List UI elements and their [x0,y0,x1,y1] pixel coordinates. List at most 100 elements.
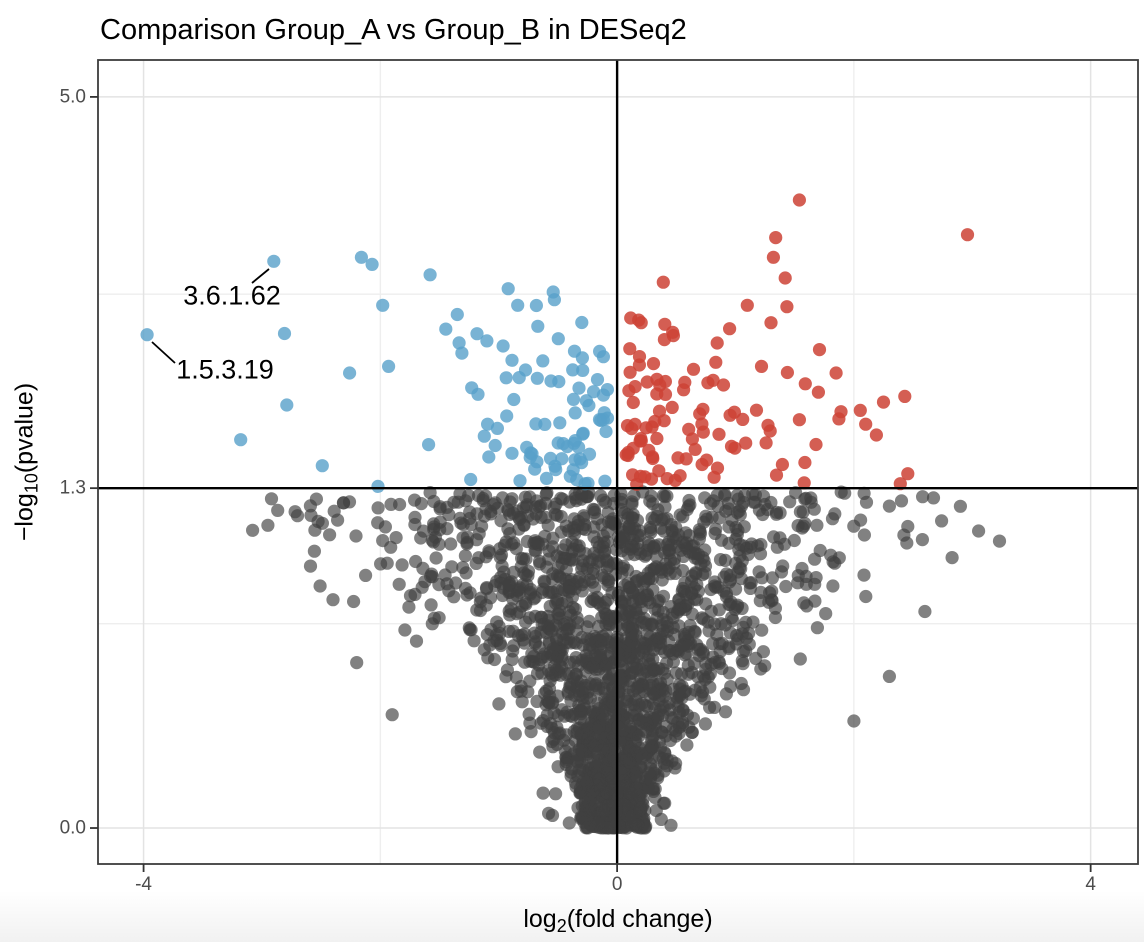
data-point-not-significant [992,534,1007,548]
data-point-not-significant [471,489,486,503]
data-point-significant-up [623,365,637,379]
data-point-not-significant [767,530,781,544]
data-point-not-significant [797,596,811,610]
data-point-not-significant [642,649,656,663]
data-point-significant-up [749,403,764,417]
data-point-significant-up [682,422,696,436]
data-point-not-significant [789,486,803,500]
data-point-significant-down [482,450,496,464]
data-point-significant-up [769,468,784,482]
data-point-not-significant [724,680,738,694]
data-point-significant-down [371,479,385,493]
data-point-not-significant [326,593,340,607]
data-point-not-significant [350,656,364,670]
data-point-not-significant [536,786,550,800]
data-point-not-significant [669,520,683,535]
data-point-not-significant [567,688,582,702]
data-point-not-significant [626,511,640,525]
data-point-not-significant [547,726,561,740]
data-point-significant-up [778,271,792,285]
data-point-not-significant [271,503,285,517]
data-point-significant-down [566,392,581,406]
data-point-not-significant [323,528,337,542]
data-point-not-significant [682,493,696,508]
data-point-not-significant [765,584,779,598]
data-point-not-significant [514,510,528,524]
data-point-not-significant [557,617,571,632]
data-point-not-significant [738,489,752,503]
data-point-not-significant [758,659,772,673]
data-point-not-significant [505,492,519,506]
data-point-significant-up [678,375,692,389]
data-point-not-significant [640,717,654,731]
data-point-not-significant [857,528,872,542]
data-point-not-significant [467,634,481,648]
data-point-not-significant [747,495,761,509]
data-point-significant-up [656,275,670,289]
data-point-significant-down [539,471,554,485]
data-point-significant-down [572,381,586,395]
data-point-not-significant [734,676,748,691]
data-point-not-significant [534,716,548,730]
data-point-not-significant [709,522,723,536]
data-point-not-significant [495,559,509,573]
data-point-significant-down [596,388,611,402]
data-point-not-significant [533,745,547,759]
data-point-significant-up [876,395,891,409]
data-point-significant-up [724,439,739,453]
data-point-not-significant [649,803,663,818]
data-point-not-significant [304,508,318,522]
data-point-not-significant [511,629,525,643]
data-point-significant-down [505,446,519,460]
data-point-significant-up [764,316,778,330]
data-point-not-significant [847,519,861,533]
data-point-not-significant [749,651,763,666]
data-point-not-significant [665,607,679,621]
data-point-not-significant [493,636,507,651]
data-point-not-significant [945,551,959,565]
series-significant-down [140,250,615,493]
data-point-not-significant [629,602,643,617]
data-point-not-significant [718,705,733,719]
data-point-not-significant [760,502,775,517]
data-point-not-significant [460,535,474,550]
data-point-not-significant [427,517,441,531]
data-point-significant-down [452,336,466,350]
data-point-significant-down [480,334,494,348]
data-point-not-significant [695,611,709,625]
data-point-not-significant [359,568,373,583]
data-point-not-significant [432,537,446,551]
data-point-not-significant [592,721,606,735]
data-point-not-significant [857,568,871,582]
data-point-not-significant [847,714,861,728]
data-point-significant-down [581,476,595,490]
data-point-not-significant [482,546,496,560]
data-point-not-significant [626,655,640,669]
data-point-not-significant [573,570,587,585]
data-point-not-significant [549,787,563,801]
data-point-not-significant [462,489,476,503]
data-point-significant-down [470,327,484,341]
data-point-not-significant [722,666,737,680]
data-point-not-significant [496,588,510,603]
data-point-significant-up [710,336,724,350]
data-point-not-significant [651,595,665,609]
data-point-not-significant [380,556,394,570]
data-point-not-significant [505,652,519,667]
data-point-not-significant [710,628,724,642]
data-point-not-significant [460,588,474,602]
data-point-significant-down [500,409,514,423]
data-point-not-significant [573,781,588,795]
data-point-not-significant [529,500,543,514]
data-point-significant-down [594,413,608,427]
data-point-not-significant [540,486,554,500]
data-point-not-significant [575,744,590,758]
data-point-not-significant [588,739,602,753]
data-point-not-significant [492,697,506,711]
data-point-not-significant [633,803,647,817]
data-point-not-significant [619,752,633,766]
data-point-not-significant [389,531,403,545]
data-point-not-significant [587,546,601,561]
data-point-not-significant [819,607,833,621]
data-point-not-significant [793,652,807,666]
